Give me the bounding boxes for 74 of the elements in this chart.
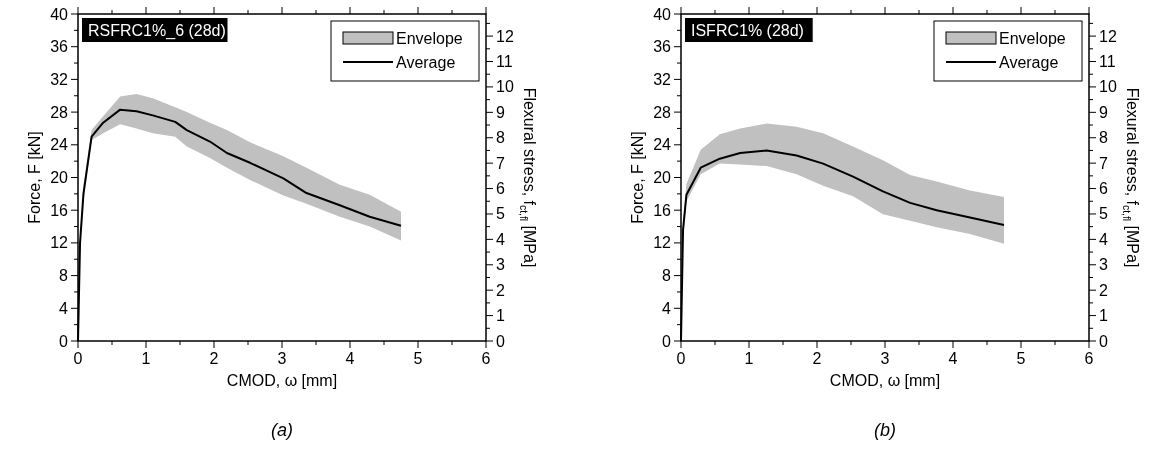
y-axis-title: Force, F [kN]	[629, 131, 646, 224]
y2-tick-label: 10	[1099, 78, 1117, 96]
y2-tick-label: 1	[496, 307, 505, 325]
x-tick-label: 2	[209, 350, 219, 367]
x-tick-label: 4	[948, 350, 958, 367]
y-tick-label: 24	[653, 136, 672, 154]
legend-label: Average	[999, 53, 1059, 71]
y-axis-title: Force, F [kN]	[26, 131, 43, 224]
y-tick-label: 16	[653, 201, 672, 219]
y2-tick-label: 2	[496, 281, 505, 299]
y-tick-label: 32	[50, 70, 69, 88]
text: ISFRC1% (28d)	[691, 22, 804, 39]
x-tick-label: 2	[812, 350, 822, 367]
y2-tick-label: 10	[496, 78, 514, 96]
y2-tick-label: 6	[496, 180, 505, 198]
x-tick-label: 1	[141, 350, 151, 367]
y-tick-label: 40	[653, 5, 672, 23]
y2-tick-label: 7	[1099, 154, 1108, 172]
y2-tick-label: 4	[496, 230, 505, 248]
text: RSFRC1%_6 (28d)	[88, 22, 226, 40]
x-tick-label: 4	[345, 350, 355, 367]
text: (a)	[271, 420, 293, 440]
x-tick-label: 0	[73, 350, 83, 367]
y-tick-label: 32	[653, 70, 672, 88]
y-tick-label: 12	[50, 234, 69, 252]
y2-tick-label: 2	[1099, 281, 1108, 299]
x-axis-title: CMOD, ω [mm]	[226, 372, 338, 389]
y-tick-label: 8	[662, 267, 672, 285]
y-tick-label: 36	[653, 38, 672, 56]
y2-tick-label: 3	[496, 256, 505, 274]
y2-tick-label: 1	[1099, 307, 1108, 325]
x-tick-label: 5	[1016, 350, 1026, 367]
y-tick-label: 4	[59, 299, 69, 317]
x-tick-label: 6	[481, 350, 491, 367]
y-tick-label: 36	[50, 38, 69, 56]
y-tick-label: 4	[662, 299, 672, 317]
text: (b)	[874, 420, 896, 440]
y2-tick-label: 11	[496, 53, 513, 71]
y-tick-label: 16	[50, 201, 69, 219]
x-tick-label: 3	[277, 350, 287, 367]
x-tick-label: 6	[1084, 350, 1094, 367]
y2-tick-label: 12	[496, 27, 514, 45]
y2-tick-label: 8	[496, 129, 505, 147]
y-tick-label: 20	[653, 169, 672, 186]
y2-tick-label: 3	[1099, 256, 1108, 274]
y2-tick-label: 9	[1099, 103, 1108, 121]
y-tick-label: 0	[662, 332, 672, 350]
y2-tick-label: 12	[1099, 27, 1117, 45]
x-axis-title: CMOD, ω [mm]	[829, 372, 941, 389]
y2-tick-label: 5	[1099, 205, 1108, 223]
y-tick-label: 40	[50, 5, 69, 23]
y2-tick-label: 0	[1099, 332, 1108, 350]
y-tick-label: 28	[50, 103, 69, 121]
x-tick-label: 0	[676, 350, 686, 367]
legend-label: Envelope	[396, 29, 463, 47]
y-tick-label: 12	[653, 234, 672, 252]
x-tick-label: 5	[413, 350, 423, 367]
y2-tick-label: 9	[496, 103, 505, 121]
legend-label: Envelope	[999, 29, 1066, 47]
y-tick-label: 24	[50, 136, 69, 154]
y2-tick-label: 8	[1099, 129, 1108, 147]
x-tick-label: 3	[880, 350, 890, 367]
y2-tick-label: 6	[1099, 180, 1108, 198]
y2-tick-label: 7	[496, 154, 505, 172]
y2-tick-label: 5	[496, 205, 505, 223]
y2-tick-label: 11	[1099, 53, 1116, 71]
y-tick-label: 8	[59, 267, 69, 285]
y-tick-label: 20	[50, 169, 69, 186]
legend-label: Average	[396, 53, 456, 71]
x-tick-label: 1	[744, 350, 754, 367]
y2-tick-label: 0	[496, 332, 505, 350]
y-tick-label: 0	[59, 332, 69, 350]
y2-tick-label: 4	[1099, 230, 1108, 248]
y-tick-label: 28	[653, 103, 672, 121]
